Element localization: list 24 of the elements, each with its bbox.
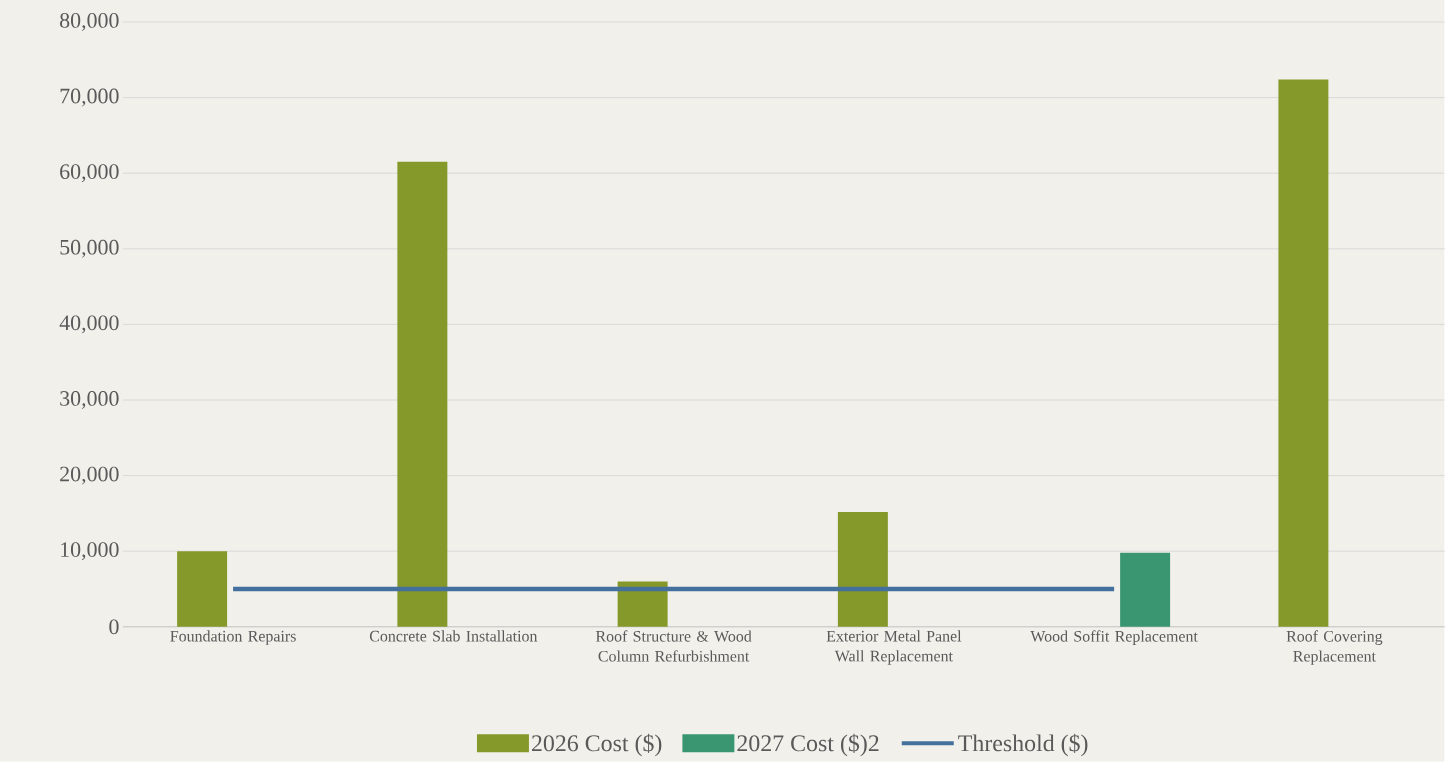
y-tick-label: 10,000 — [61, 542, 119, 561]
bar — [1120, 552, 1171, 627]
y-tick-label: 40,000 — [59, 315, 119, 334]
bar — [397, 161, 448, 627]
legend-label: 2026 Cost ($) — [531, 733, 662, 757]
y-tick-label: 30,000 — [60, 391, 119, 410]
bar — [837, 512, 888, 627]
bar — [1278, 79, 1329, 627]
x-tick-label: Roof Structure & Wood Column Refurbishment — [595, 630, 752, 662]
x-tick-label: Exterior Metal Panel Wall Replacement — [826, 630, 962, 665]
y-tick-label: 20,000 — [60, 466, 119, 485]
x-tick-label: Roof Covering Replacement — [1286, 630, 1383, 665]
x-tick-label: Wood Soffit Replacement — [1030, 630, 1198, 646]
legend-label: 2027 Cost ($)2 — [737, 733, 879, 757]
y-tick-label: 60,000 — [60, 164, 119, 183]
x-tick-label: Concrete Slab Installation — [369, 630, 538, 642]
bar — [617, 581, 668, 627]
y-tick-label: 70,000 — [60, 88, 119, 107]
y-tick-label: 80,000 — [60, 13, 119, 32]
bar — [177, 551, 228, 627]
legend-label: Threshold ($) — [958, 733, 1088, 757]
y-tick-label: 50,000 — [60, 239, 119, 258]
x-tick-label: Foundation Repairs — [170, 630, 296, 645]
y-tick-label: 0 — [109, 619, 119, 635]
